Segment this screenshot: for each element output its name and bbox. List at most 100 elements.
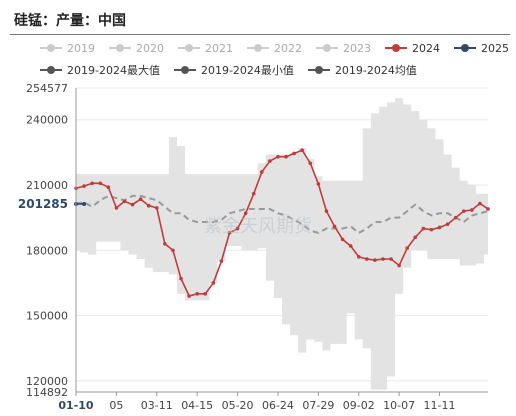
y-tick-label: 180000 <box>26 244 68 257</box>
point-2024 <box>187 294 191 298</box>
legend-item[interactable]: 2025 <box>454 42 509 55</box>
point-2024 <box>98 181 103 186</box>
watermark: 紫金天风期货 <box>204 216 312 237</box>
max-min-band <box>76 97 488 390</box>
x-tick-label: 11-11 <box>424 399 456 412</box>
point-2024 <box>195 292 199 296</box>
point-2024 <box>316 182 321 186</box>
y-tick-label: 254577 <box>26 82 68 95</box>
legend-item[interactable]: 2022 <box>247 42 302 55</box>
legend-marker-icon <box>178 44 200 52</box>
chart-title: 硅锰：产量：中国 <box>14 13 126 29</box>
point-2024 <box>324 209 329 213</box>
legend-label: 2022 <box>274 41 302 55</box>
legend-marker-icon <box>316 44 338 52</box>
legend-item[interactable]: 2021 <box>178 42 233 55</box>
point-2024 <box>365 257 369 261</box>
point-2024 <box>114 206 119 210</box>
legend-item[interactable]: 2019 <box>40 42 95 55</box>
y-tick-label: 120000 <box>26 375 68 388</box>
point-2024 <box>146 203 151 208</box>
legend-label: 2024 <box>412 41 440 55</box>
point-2024 <box>300 148 304 152</box>
series-line-average <box>75 194 489 235</box>
point-2024 <box>138 197 143 201</box>
legend-row-1: 2019 2020 2021 2022 2023 2024 2025 <box>40 37 510 59</box>
legend-item[interactable]: 2020 <box>109 42 164 55</box>
point-2024 <box>486 207 490 211</box>
point-2024 <box>276 154 280 159</box>
point-2024 <box>478 201 482 206</box>
point-2024 <box>284 154 288 159</box>
y-tick-label: 114892 <box>26 386 68 399</box>
legend-label: 2019-2024最大值 <box>67 64 160 77</box>
x-tick-label: 10-07 <box>383 399 415 412</box>
point-2024 <box>389 257 393 261</box>
point-2024 <box>405 246 410 250</box>
legend-item[interactable]: 2019-2024均值 <box>307 62 417 78</box>
point-2024 <box>260 170 264 174</box>
point-2024 <box>163 241 167 246</box>
point-2024 <box>453 215 458 220</box>
point-2024 <box>268 159 272 163</box>
title-divider <box>10 34 510 35</box>
x-tick-label: 05 <box>109 399 123 412</box>
point-2024 <box>292 151 296 156</box>
legend-marker-icon <box>307 66 330 74</box>
x-tick-label: 09-02 <box>343 399 375 412</box>
current-value-label: 201285 <box>18 197 68 211</box>
legend-label: 2023 <box>343 41 371 55</box>
point-2024 <box>154 206 159 210</box>
y-tick-label: 240000 <box>26 114 68 127</box>
legend-item[interactable]: 2019-2024最大值 <box>40 62 160 78</box>
legend-marker-icon <box>173 66 196 74</box>
legend-item[interactable]: 2019-2024最小值 <box>173 62 294 78</box>
point-2024 <box>90 181 94 186</box>
point-2024 <box>332 224 337 229</box>
point-2024 <box>219 259 224 263</box>
point-2024 <box>308 161 313 166</box>
point-2024 <box>340 237 345 242</box>
point-2024 <box>429 227 434 232</box>
point-2024 <box>211 281 216 285</box>
point-2024 <box>421 226 426 231</box>
legend-label: 2021 <box>205 41 233 55</box>
x-tick-label: 05-20 <box>222 399 254 412</box>
point-2024 <box>397 263 401 268</box>
legend-item[interactable]: 2023 <box>316 42 371 55</box>
legend-label: 2019-2024最小值 <box>200 64 294 77</box>
x-tick-label: 03-11 <box>141 399 173 412</box>
point-2024 <box>122 199 127 204</box>
point-2024 <box>171 248 175 253</box>
point-2024 <box>348 244 353 248</box>
legend-marker-icon <box>40 66 62 74</box>
legend-label: 2025 <box>481 41 509 55</box>
x-tick-label: 01-10 <box>58 399 94 412</box>
point-2024 <box>179 276 183 281</box>
legend-marker-icon <box>40 44 62 52</box>
point-2024 <box>235 226 240 231</box>
point-2025 <box>82 201 87 206</box>
legend-label: 2020 <box>136 41 164 55</box>
point-2024 <box>251 191 256 196</box>
x-tick-label: 04-15 <box>181 399 213 412</box>
point-2024 <box>445 222 450 226</box>
point-2024 <box>470 208 474 212</box>
legend: 2019 2020 2021 2022 2023 2024 2025 2019-2024最大… <box>40 37 510 81</box>
legend-marker-icon <box>247 44 269 52</box>
y-tick-label: 150000 <box>26 310 68 323</box>
point-2024 <box>437 225 442 230</box>
legend-marker-icon <box>109 44 131 52</box>
point-2024 <box>130 202 135 207</box>
point-2024 <box>381 257 385 261</box>
x-tick-label: 07-29 <box>302 399 334 412</box>
legend-label: 2019-2024均值 <box>334 64 417 77</box>
series-line-2024 <box>75 149 489 297</box>
point-2024 <box>227 231 232 235</box>
legend-label: 2019 <box>67 41 95 55</box>
legend-item[interactable]: 2024 <box>385 42 440 55</box>
x-tick-label: 06-24 <box>262 399 294 412</box>
legend-marker-icon <box>454 44 476 52</box>
legend-row-2: 2019-2024最大值 2019-2024最小值 2019-2024均值 <box>40 59 510 81</box>
